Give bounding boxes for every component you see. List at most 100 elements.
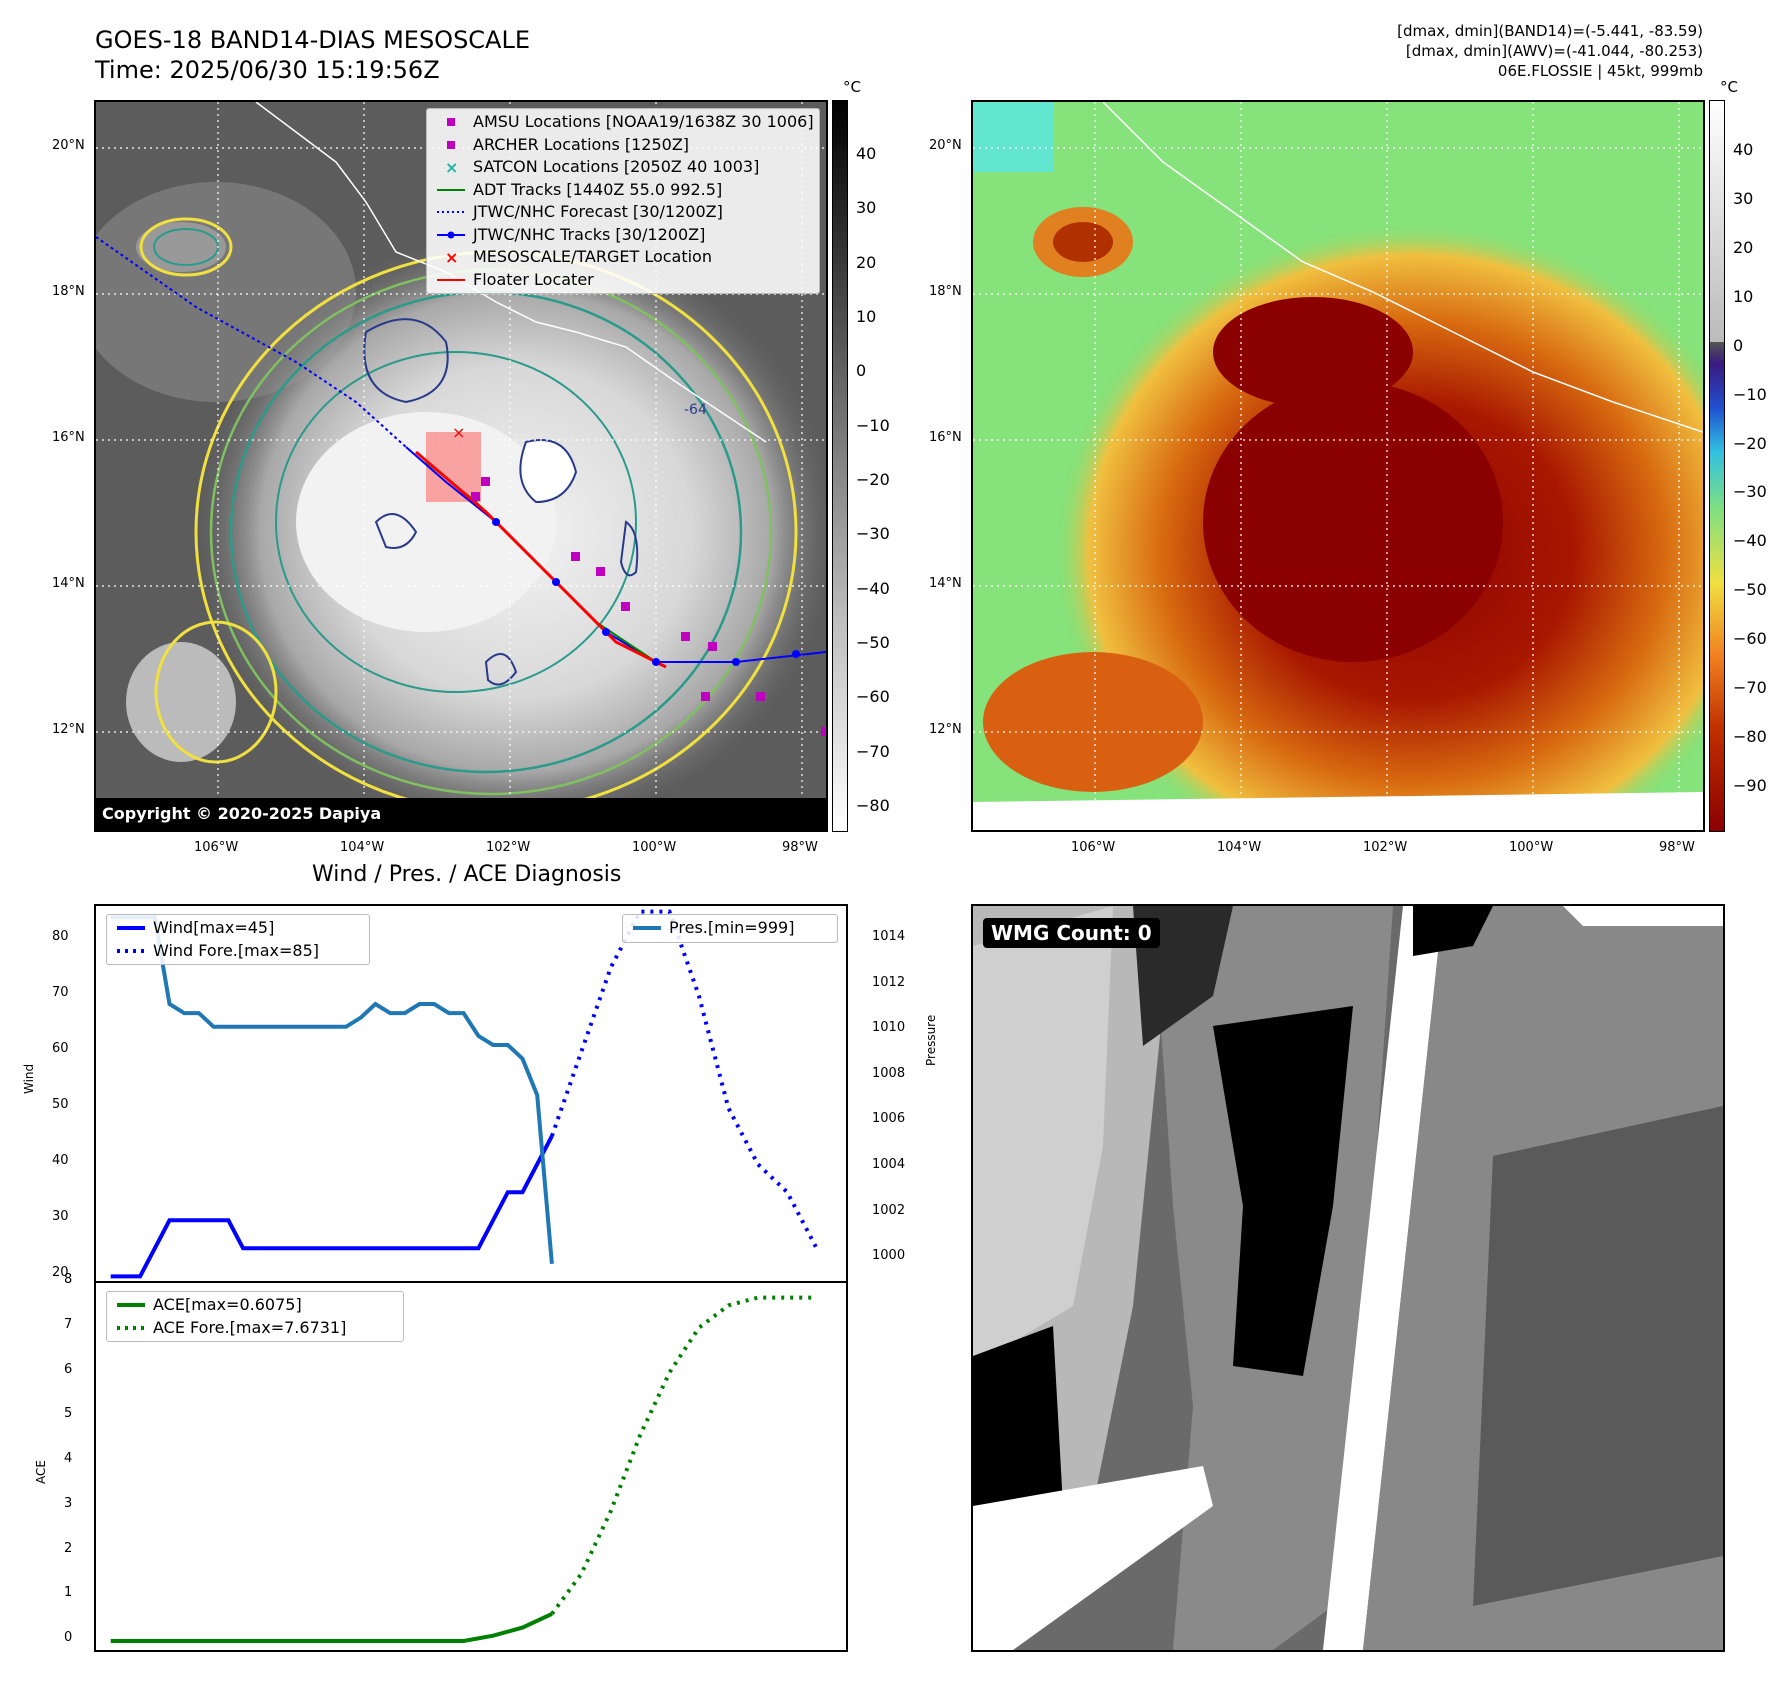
wmg-panel: WMG Count: 0 [971,904,1725,1652]
ir-lon-label: 106°W [194,840,239,855]
ace-y-tick: 5 [64,1406,73,1422]
wind-pressure-plot [110,909,819,1279]
colorbar-tick: 0 [1733,335,1744,355]
colorbar-tick: −30 [1733,482,1767,502]
ace-plot [110,1295,817,1643]
colorbar-tick: −50 [856,633,890,652]
pressure-y-tick: 1000 [872,1248,906,1264]
awv-colorbar-unit: °C [1720,78,1738,96]
ace-y-tick: 8 [64,1272,73,1287]
awv-lat-label: 18°N [929,284,962,299]
colorbar-tick: 40 [856,144,877,163]
legend-item: Floater Locater [427,269,819,292]
colorbar-tick: −20 [1733,433,1767,453]
wind-legend: Wind[max=45] Wind Fore.[max=85] [106,914,370,965]
colorbar-tick: −20 [856,470,890,489]
ace-y-tick: 3 [64,1495,73,1511]
wind-pressure-panel: Wind[max=45] Wind Fore.[max=85] Pres.[mi… [94,904,848,1282]
awv-lon-label: 104°W [1217,840,1262,855]
series-line-1 [550,909,819,1250]
ir-lon-label: 98°W [782,840,818,855]
ace-y-tick: 2 [64,1540,73,1556]
awv-lat-label: 12°N [929,722,962,737]
ir-lat-label: 18°N [52,284,85,299]
legend-item: ADT Tracks [1440Z 55.0 992.5] [427,179,819,202]
diagnosis-title: Wind / Pres. / ACE Diagnosis [312,862,622,887]
wind-y-tick: 70 [52,984,69,1000]
pressure-y-tick: 1008 [872,1065,906,1081]
info-band14: [dmax, dmin](BAND14)=(-5.441, -83.59) [1397,22,1703,40]
legend-label: Pres.[min=999] [669,918,795,937]
awv-lon-label: 102°W [1363,840,1408,855]
ace-legend: ACE[max=0.6075] ACE Fore.[max=7.6731] [106,1291,404,1342]
ir-lat-label: 16°N [52,430,85,445]
ace-panel: ACE[max=0.6075] ACE Fore.[max=7.6731] [94,1281,848,1652]
awv-map-panel [971,100,1705,832]
pressure-y-tick: 1014 [872,929,906,945]
ace-y-tick: 6 [64,1361,73,1377]
awv-lat-label: 14°N [929,576,962,591]
pressure-legend: Pres.[min=999] [622,914,838,943]
svg-text:×: × [445,248,458,267]
awv-lon-label: 100°W [1509,840,1554,855]
pressure-y-tick: 1010 [872,1020,906,1036]
ir-lon-label: 100°W [632,840,677,855]
legend-item: ACE[max=0.6075] [107,1294,403,1317]
ace-y-tick: 7 [64,1316,73,1332]
wind-y-tick: 20 [52,1265,69,1281]
legend-item: × MESOSCALE/TARGET Location [427,246,819,269]
map-legend: AMSU Locations [NOAA19/1638Z 30 1006] AR… [426,108,820,294]
colorbar-tick: 10 [1733,286,1754,306]
ir-colorbar [832,100,848,832]
legend-item: ACE Fore.[max=7.6731] [107,1317,403,1340]
wmg-imagery [973,906,1723,1650]
legend-label: MESOSCALE/TARGET Location [473,247,712,266]
colorbar-tick: −90 [1733,776,1767,795]
series-line-1 [550,1295,817,1616]
legend-label: Wind Fore.[max=85] [153,940,319,960]
awv-colorbar [1709,100,1725,832]
colorbar-tick: −10 [856,415,890,435]
legend-item: JTWC/NHC Forecast [30/1200Z] [427,201,819,224]
ir-colorbar-unit: °C [843,78,861,96]
colorbar-tick: 20 [856,252,877,272]
colorbar-tick: −50 [1733,580,1767,600]
legend-item: Pres.[min=999] [623,917,837,940]
legend-label: AMSU Locations [NOAA19/1638Z 30 1006] [473,112,814,131]
pressure-y-tick: 1006 [872,1111,906,1127]
colorbar-tick: −40 [856,578,890,598]
awv-imagery [973,102,1703,830]
colorbar-tick: −30 [856,524,890,544]
svg-text:×: × [452,423,465,442]
legend-item: AMSU Locations [NOAA19/1638Z 30 1006] [427,111,819,134]
colorbar-tick: −80 [1733,727,1767,747]
colorbar-tick: 10 [856,307,877,326]
colorbar-tick: −70 [1733,678,1767,698]
legend-label: ACE Fore.[max=7.6731] [153,1317,347,1337]
info-awv: [dmax, dmin](AWV)=(-41.044, -80.253) [1405,42,1703,60]
legend-label: Wind[max=45] [153,918,275,937]
colorbar-tick: −40 [1733,531,1767,551]
ace-y-tick: 1 [64,1585,73,1601]
legend-label: JTWC/NHC Tracks [30/1200Z] [473,224,706,244]
legend-item: JTWC/NHC Tracks [30/1200Z] [427,224,819,247]
series-line-2 [110,915,554,1264]
series-line-0 [110,1135,554,1279]
ace-y-tick: 4 [64,1451,73,1467]
ir-lat-label: 14°N [52,576,85,591]
legend-item: × SATCON Locations [2050Z 40 1003] [427,156,819,179]
awv-lon-label: 98°W [1659,840,1695,855]
awv-lat-label: 16°N [929,430,962,445]
colorbar-tick: −70 [856,741,890,761]
colorbar-tick: 40 [1733,140,1754,159]
colorbar-tick: −60 [856,687,890,707]
copyright-bar: Copyright © 2020-2025 Dapiya [96,798,826,830]
chart-time: Time: 2025/06/30 15:19:56Z [95,56,440,84]
pressure-y-tick: 1002 [872,1202,906,1218]
ace-axis-label: ACE [34,1460,48,1484]
ir-lon-label: 104°W [340,840,385,855]
awv-lat-label: 20°N [929,138,962,153]
contour-label: -64 [684,402,707,418]
colorbar-tick: 0 [856,361,867,381]
colorbar-tick: −10 [1733,384,1767,404]
